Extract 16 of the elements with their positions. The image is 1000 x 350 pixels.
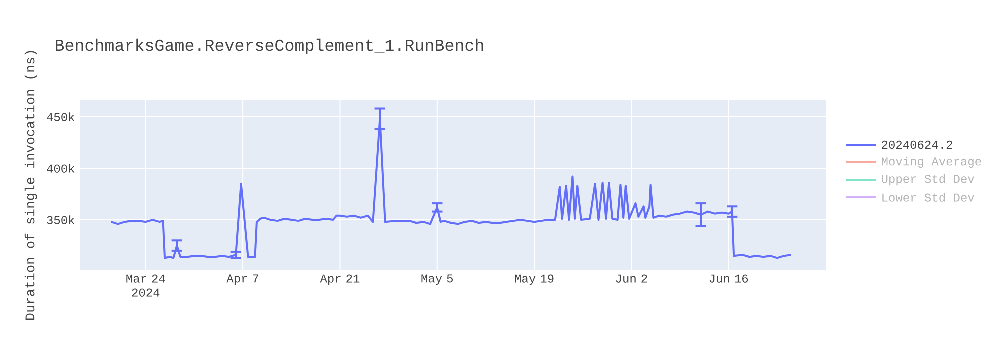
x-tick-label: Jun 16 [710,274,748,283]
x-tick-label: Mar 24 2024 [126,274,166,297]
legend-label: Moving Average [882,156,982,168]
chart-title: BenchmarksGame.ReverseComplement_1.RunBench [56,38,484,54]
legend-label: 20240624.2 [882,140,952,150]
y-tick-label: 450k [47,112,75,122]
x-tick-label: May 5 [422,274,454,286]
y-axis-title: Duration of single invocation (ns) [24,51,38,320]
x-tick-label: Apr 7 [226,274,259,286]
x-tick-label: Apr 21 [320,274,360,286]
legend-label: Upper Std Dev [882,174,974,186]
x-tick-label: Jun 2 [616,274,648,283]
y-tick-label: 350k [47,216,75,224]
x-tick-label: May 19 [515,274,554,286]
legend-label: Lower Std Dev [882,193,974,202]
y-tick-label: 400k [47,164,75,173]
